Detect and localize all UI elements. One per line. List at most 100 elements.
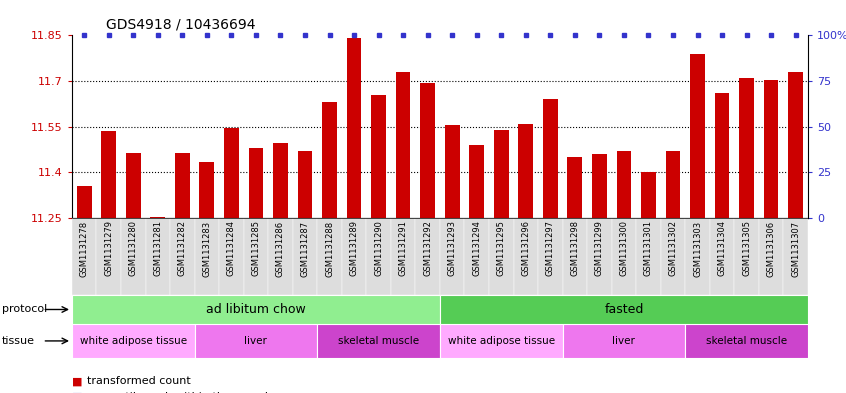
Bar [317, 324, 440, 358]
Text: GSM1131295: GSM1131295 [497, 220, 506, 276]
Bar [587, 218, 612, 295]
Text: GSM1131291: GSM1131291 [398, 220, 408, 276]
Bar [151, 217, 165, 218]
Bar [543, 99, 558, 218]
Bar [224, 128, 239, 218]
Bar [617, 151, 631, 218]
Text: liver: liver [244, 336, 267, 346]
Bar [391, 218, 415, 295]
Bar [415, 218, 440, 295]
Text: white adipose tissue: white adipose tissue [80, 336, 187, 346]
Bar [102, 131, 116, 218]
Bar [563, 218, 587, 295]
Text: GSM1131306: GSM1131306 [766, 220, 776, 277]
Bar [249, 148, 263, 218]
Text: GSM1131293: GSM1131293 [448, 220, 457, 276]
Text: GSM1131294: GSM1131294 [472, 220, 481, 276]
Bar [538, 218, 563, 295]
Bar [347, 39, 361, 218]
Text: GSM1131305: GSM1131305 [742, 220, 751, 276]
Bar [244, 218, 268, 295]
Bar [126, 152, 140, 218]
Text: GSM1131297: GSM1131297 [546, 220, 555, 276]
Text: tissue: tissue [2, 336, 35, 346]
Text: GSM1131288: GSM1131288 [325, 220, 334, 277]
Text: GSM1131289: GSM1131289 [349, 220, 359, 276]
Text: GSM1131307: GSM1131307 [791, 220, 800, 277]
Bar [739, 78, 754, 218]
Bar [690, 53, 705, 218]
Bar [219, 218, 244, 295]
Bar [710, 218, 734, 295]
Bar [96, 218, 121, 295]
Bar [342, 218, 366, 295]
Bar [489, 218, 514, 295]
Text: ■: ■ [72, 376, 82, 386]
Bar [298, 151, 312, 218]
Text: fasted: fasted [604, 303, 644, 316]
Bar [317, 218, 342, 295]
Text: white adipose tissue: white adipose tissue [448, 336, 555, 346]
Text: GSM1131296: GSM1131296 [521, 220, 530, 276]
Text: GSM1131278: GSM1131278 [80, 220, 89, 277]
Bar [396, 72, 410, 218]
Bar [72, 218, 96, 295]
Text: GSM1131298: GSM1131298 [570, 220, 580, 276]
Bar [175, 152, 190, 218]
Text: percentile rank within the sample: percentile rank within the sample [87, 392, 275, 393]
Bar [464, 218, 489, 295]
Bar [195, 218, 219, 295]
Text: GDS4918 / 10436694: GDS4918 / 10436694 [106, 17, 255, 31]
Text: GSM1131290: GSM1131290 [374, 220, 383, 276]
Text: GSM1131284: GSM1131284 [227, 220, 236, 276]
Bar [470, 145, 484, 218]
Bar [170, 218, 195, 295]
Bar [440, 324, 563, 358]
Bar [293, 218, 317, 295]
Text: GSM1131304: GSM1131304 [717, 220, 727, 276]
Text: GSM1131282: GSM1131282 [178, 220, 187, 276]
Bar [519, 124, 533, 218]
Bar [715, 93, 729, 218]
Text: GSM1131301: GSM1131301 [644, 220, 653, 276]
Text: GSM1131279: GSM1131279 [104, 220, 113, 276]
Bar [641, 173, 656, 218]
Text: skeletal muscle: skeletal muscle [338, 336, 419, 346]
Bar [494, 130, 508, 218]
Text: GSM1131285: GSM1131285 [251, 220, 261, 276]
Bar [685, 324, 808, 358]
Bar [72, 324, 195, 358]
Text: GSM1131280: GSM1131280 [129, 220, 138, 276]
Bar [273, 143, 288, 218]
Bar [366, 218, 391, 295]
Bar [420, 83, 435, 218]
Text: GSM1131300: GSM1131300 [619, 220, 629, 276]
Bar [612, 218, 636, 295]
Text: skeletal muscle: skeletal muscle [706, 336, 787, 346]
Bar [200, 162, 214, 218]
Text: protocol: protocol [2, 305, 47, 314]
Bar [146, 218, 170, 295]
Bar [563, 324, 685, 358]
Bar [568, 157, 582, 218]
Bar [661, 218, 685, 295]
Bar [734, 218, 759, 295]
Bar [592, 154, 607, 218]
Text: liver: liver [613, 336, 635, 346]
Bar [685, 218, 710, 295]
Bar [121, 218, 146, 295]
Text: GSM1131281: GSM1131281 [153, 220, 162, 276]
Bar [371, 95, 386, 218]
Bar [666, 151, 680, 218]
Bar [440, 218, 464, 295]
Bar [636, 218, 661, 295]
Bar [445, 125, 459, 218]
Bar [72, 295, 440, 324]
Text: GSM1131302: GSM1131302 [668, 220, 678, 276]
Bar [759, 218, 783, 295]
Text: GSM1131292: GSM1131292 [423, 220, 432, 276]
Bar [764, 79, 778, 218]
Text: transformed count: transformed count [87, 376, 191, 386]
Bar [268, 218, 293, 295]
Bar [788, 72, 803, 218]
